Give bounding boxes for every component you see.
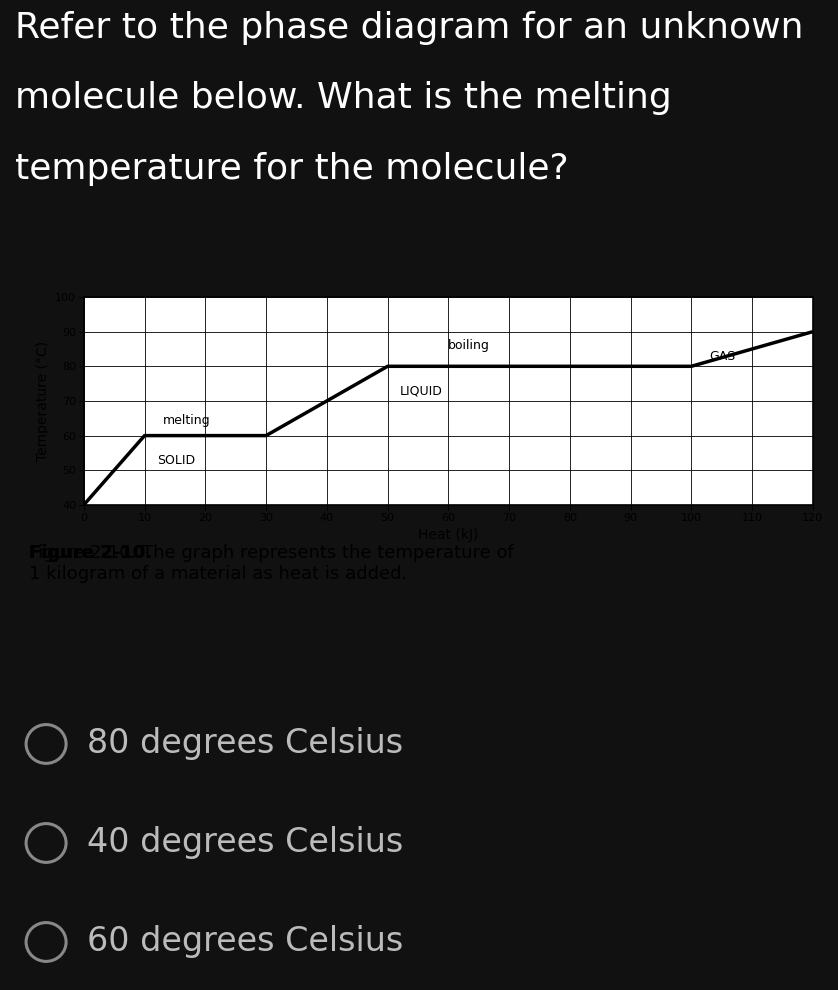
Text: 40 degrees Celsius: 40 degrees Celsius <box>87 827 403 859</box>
Text: melting: melting <box>163 414 210 427</box>
Text: temperature for the molecule?: temperature for the molecule? <box>15 152 569 186</box>
Text: boiling: boiling <box>448 340 490 352</box>
Text: Figure 2-10.: Figure 2-10. <box>28 544 152 562</box>
X-axis label: Heat (kJ): Heat (kJ) <box>418 528 478 543</box>
Text: 80 degrees Celsius: 80 degrees Celsius <box>87 728 403 760</box>
Text: Figure 2-10.: Figure 2-10. <box>28 544 152 562</box>
Text: Figure 2-10. The graph represents the temperature of
1 kilogram of a material as: Figure 2-10. The graph represents the te… <box>28 544 514 583</box>
Text: SOLID: SOLID <box>157 453 194 467</box>
Text: 60 degrees Celsius: 60 degrees Celsius <box>87 926 403 958</box>
Text: LIQUID: LIQUID <box>400 384 442 397</box>
Text: molecule below. What is the melting: molecule below. What is the melting <box>15 80 672 115</box>
Y-axis label: Temperature (°C): Temperature (°C) <box>35 341 49 461</box>
Text: Refer to the phase diagram for an unknown: Refer to the phase diagram for an unknow… <box>15 11 804 46</box>
Text: GAS: GAS <box>710 349 736 363</box>
